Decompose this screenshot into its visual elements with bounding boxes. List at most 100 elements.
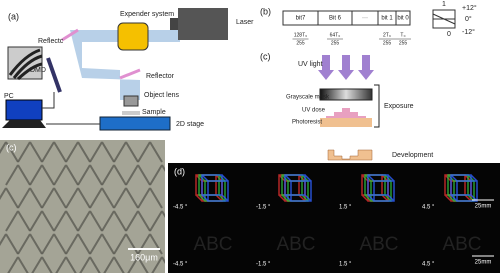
- angle: -12°: [462, 28, 475, 36]
- developed: [327, 149, 373, 161]
- scale-label: 25mm: [475, 260, 492, 266]
- stripe: [77, 210, 103, 232]
- stripe: [65, 141, 91, 163]
- stripe: [113, 233, 139, 255]
- mask-label: Grayscale mask: [286, 95, 330, 101]
- angle-label: 1.5 °: [339, 205, 352, 211]
- stripe: [41, 233, 67, 255]
- stripe: [17, 187, 43, 209]
- stripe: [137, 141, 163, 163]
- panel-a: (a) Laser Expender system Reflectc Refle…: [2, 8, 254, 131]
- angle-label: -1.5 °: [256, 262, 271, 268]
- micrograph: (c) 160μm: [0, 140, 175, 273]
- bit-label: bit 0: [397, 16, 409, 22]
- stripe: [29, 164, 55, 186]
- angle: 0°: [465, 15, 472, 23]
- cube: [367, 174, 395, 202]
- object-lens: [123, 95, 139, 107]
- panel-label: (c): [260, 51, 271, 61]
- panel-label: (c): [6, 142, 17, 152]
- stripe: [53, 210, 79, 232]
- stripe: [101, 210, 127, 232]
- laser-label: Laser: [236, 19, 254, 26]
- weight-denominator: 255: [383, 40, 392, 46]
- mirror-lines: [432, 13, 456, 25]
- stripe: [77, 164, 103, 186]
- weight-numerator: 2T₀: [383, 32, 391, 38]
- mirror: [119, 68, 141, 80]
- expander: [117, 22, 149, 51]
- stripe: [41, 141, 67, 163]
- panel-c: (c) UV light Grayscale mask UV dose Phot…: [260, 51, 433, 161]
- panel-d: (d) -4.5 ° ABC -4.5 ° -1.5 ° ABC -1.5 ° 1.5 ° AB…: [168, 163, 500, 273]
- weight-numerator: 64T₀: [330, 32, 341, 38]
- stage-label: 2D stage: [176, 121, 204, 128]
- stripe: [79, 256, 101, 273]
- stripe: [0, 233, 19, 255]
- stripe: [5, 164, 31, 186]
- scale-label: 25mm: [475, 204, 492, 210]
- weight-numerator: 128T₀: [294, 32, 307, 38]
- stripe: [41, 187, 67, 209]
- uv-label: UV light: [298, 61, 323, 68]
- stripe: [101, 164, 127, 186]
- reflector-label: Reflector: [146, 73, 175, 80]
- weight-denominator: 255: [296, 40, 305, 46]
- pc-monitor: [5, 99, 43, 121]
- panel-b: (b) 1 0 +12° 0° -12° bit7 Bit 6 ··· bit 1 bi…: [260, 1, 477, 46]
- mirror-off: 0: [447, 31, 451, 38]
- laser: [178, 8, 228, 40]
- stripe: [113, 187, 139, 209]
- stripe: [7, 256, 29, 273]
- pc-label: PC: [4, 93, 14, 100]
- panel-label: (b): [260, 6, 271, 16]
- stripe: [55, 256, 77, 273]
- resist-label: Photoresist: [292, 120, 322, 126]
- angle-label: -1.5 °: [256, 205, 271, 211]
- angle-label: -4.5 °: [173, 262, 188, 268]
- pattern-stripes: [8, 48, 43, 81]
- mirror: [61, 28, 79, 42]
- stripe: [31, 256, 53, 273]
- stripe: [125, 164, 151, 186]
- photoresist: [320, 118, 372, 127]
- stripe: [65, 187, 91, 209]
- development-label: Development: [392, 152, 433, 159]
- cube: [450, 174, 478, 202]
- abc: ABC: [442, 234, 481, 255]
- expander-label: Expender system: [120, 11, 174, 18]
- dmd: [46, 57, 62, 93]
- abc: ABC: [193, 234, 232, 255]
- stripe: [103, 256, 125, 273]
- cube: [284, 174, 312, 202]
- stripe: [113, 141, 139, 163]
- panel-label: (a): [8, 11, 19, 21]
- stripe: [89, 187, 115, 209]
- laser-head: [170, 18, 178, 30]
- stripe: [127, 256, 149, 273]
- bit-label: bit 1: [381, 16, 393, 22]
- stripe: [125, 210, 151, 232]
- stripe: [137, 233, 163, 255]
- stripe: [0, 141, 19, 163]
- beam: [70, 30, 180, 100]
- dmd-label: DMD: [30, 67, 46, 74]
- cube: [201, 174, 229, 202]
- angle-label: -4.5 °: [173, 205, 188, 211]
- stripe: [5, 210, 31, 232]
- pc-base: [2, 120, 46, 128]
- weight-denominator: 255: [331, 40, 340, 46]
- mirror-on: 1: [442, 1, 446, 8]
- panel-label: (d): [174, 166, 185, 176]
- stage: [99, 116, 171, 131]
- stripe: [89, 141, 115, 163]
- reflector-label: Reflectc: [38, 38, 64, 45]
- angle-label: 1.5 °: [339, 262, 352, 268]
- mask: [319, 88, 373, 101]
- stripe: [17, 141, 43, 163]
- weight-denominator: 255: [399, 40, 408, 46]
- weight-numerator: T₀: [400, 32, 405, 38]
- abc: ABC: [359, 234, 398, 255]
- bit-label: Bit 6: [329, 16, 342, 22]
